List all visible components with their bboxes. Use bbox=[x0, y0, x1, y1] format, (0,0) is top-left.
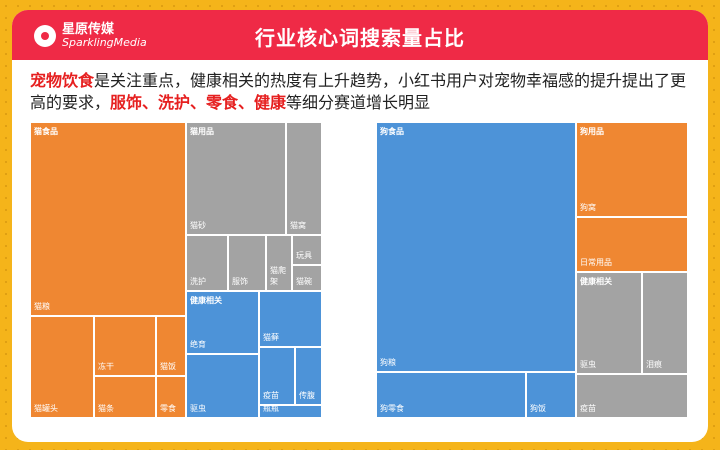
cat-health-chuanfu-label: 传腹 bbox=[299, 391, 315, 400]
cat-goods-wo-cell: 猫窝 bbox=[286, 122, 322, 235]
cat-food-donggan-label: 冻干 bbox=[98, 362, 114, 371]
dog-goods-wo-cell: 狗用品 狗窝 bbox=[576, 122, 688, 217]
dog-food-liang-label: 狗粮 bbox=[380, 358, 396, 367]
cat-health-quchong-label: 驱虫 bbox=[190, 404, 206, 413]
cat-food-lingshi-cell: 零食 bbox=[156, 376, 186, 418]
dog-health-yimiao-cell: 疫苗 bbox=[576, 374, 688, 418]
cat-goods-wo-label: 猫窝 bbox=[290, 221, 306, 230]
cat-goods-sha-label: 猫砂 bbox=[190, 221, 206, 230]
cat-goods-wan-label: 猫碗 bbox=[296, 277, 312, 286]
dog-health-quchong-cell: 健康相关 驱虫 bbox=[576, 272, 642, 374]
description-text-2: 等细分赛道增长明显 bbox=[286, 93, 431, 112]
cat-treemap: 猫食品 猫粮 猫罐头 冻干 猫条 猫饭 零食 猫用品 猫砂 bbox=[30, 122, 322, 418]
cat-food-fan-label: 猫饭 bbox=[160, 362, 176, 371]
cat-goods-wanju-label: 玩具 bbox=[296, 251, 312, 260]
cat-goods-xihu-label: 洗护 bbox=[190, 277, 206, 286]
cat-goods-xihu-cell: 洗护 bbox=[186, 235, 228, 291]
cat-health-pingping-cell: 瓶瓶 bbox=[259, 405, 322, 418]
brand-name-cn: 星原传媒 bbox=[62, 22, 115, 38]
logo-icon bbox=[34, 25, 56, 47]
cat-goods-fushi-label: 服饰 bbox=[232, 277, 248, 286]
cat-food-lingshi-label: 零食 bbox=[160, 404, 176, 413]
dog-food-lingshi-cell: 狗零食 bbox=[376, 372, 526, 418]
cat-health-jueyu-label: 绝育 bbox=[190, 340, 206, 349]
cat-health-xuan-cell: 猫藓 bbox=[259, 291, 322, 347]
cat-food-tiao-label: 猫条 bbox=[98, 404, 114, 413]
cat-goods-label: 猫用品 bbox=[190, 127, 214, 136]
cat-health-jueyu-cell: 健康相关 绝育 bbox=[186, 291, 259, 354]
cat-food-donggan-cell: 冻干 bbox=[94, 316, 156, 376]
dog-health-label: 健康相关 bbox=[580, 277, 612, 286]
cat-food-tiao-cell: 猫条 bbox=[94, 376, 156, 418]
dog-health-leihen-cell: 泪痕 bbox=[642, 272, 688, 374]
cat-goods-wanju-cell: 玩具 bbox=[292, 235, 322, 265]
cat-goods-fushi-cell: 服饰 bbox=[228, 235, 266, 291]
dog-food-lingshi-label: 狗零食 bbox=[380, 404, 404, 413]
page-title: 行业核心词搜索量占比 bbox=[255, 26, 465, 50]
cat-health-label: 健康相关 bbox=[190, 296, 222, 305]
cat-goods-pajia-cell: 猫爬架 bbox=[266, 235, 292, 291]
highlight-segments: 服饰、洗护、零食、健康 bbox=[110, 93, 287, 112]
cat-food-guantou-cell: 猫罐头 bbox=[30, 316, 94, 418]
cat-food-guantou-label: 猫罐头 bbox=[34, 404, 58, 413]
cat-health-pingping-label: 瓶瓶 bbox=[263, 405, 279, 413]
dog-food-fan-cell: 狗饭 bbox=[526, 372, 576, 418]
dog-food-fan-label: 狗饭 bbox=[530, 404, 546, 413]
cat-health-yimiao-cell: 疫苗 bbox=[259, 347, 295, 405]
dog-treemap: 狗食品 狗粮 狗零食 狗饭 狗用品 狗窝 日常用品 健康相关 驱虫 泪痕 bbox=[376, 122, 688, 418]
cat-health-chuanfu-cell: 传腹 bbox=[295, 347, 322, 405]
logo-text: 星原传媒 SparklingMedia bbox=[62, 23, 147, 48]
cat-goods-wan-cell: 猫碗 bbox=[292, 265, 322, 291]
cat-food-liang-label: 猫粮 bbox=[34, 302, 50, 311]
description-text-1: 是关注重点，健康相关的热度有上升趋势，小红书用户对宠物幸福感的提升提出了更高的要… bbox=[30, 71, 687, 112]
content-card: 星原传媒 SparklingMedia 行业核心词搜索量占比 宠物饮食是关注重点… bbox=[12, 10, 708, 442]
cat-goods-sha-cell: 猫用品 猫砂 bbox=[186, 122, 286, 235]
description: 宠物饮食是关注重点，健康相关的热度有上升趋势，小红书用户对宠物幸福感的提升提出了… bbox=[30, 70, 690, 114]
dog-goods-daily-label: 日常用品 bbox=[580, 258, 612, 267]
cat-food-fan-cell: 猫饭 bbox=[156, 316, 186, 376]
cat-goods-pajia-label: 猫爬架 bbox=[270, 266, 286, 286]
dog-goods-wo-label: 狗窝 bbox=[580, 203, 596, 212]
brand-logo: 星原传媒 SparklingMedia bbox=[34, 20, 147, 52]
dog-goods-label: 狗用品 bbox=[580, 127, 604, 136]
cat-health-xuan-label: 猫藓 bbox=[263, 333, 279, 342]
header-bar: 星原传媒 SparklingMedia 行业核心词搜索量占比 bbox=[12, 10, 708, 60]
cat-food-label: 猫食品 bbox=[34, 127, 58, 136]
dog-food-liang-cell: 狗食品 狗粮 bbox=[376, 122, 576, 372]
cat-food-liang-cell: 猫食品 猫粮 bbox=[30, 122, 186, 316]
dog-health-leihen-label: 泪痕 bbox=[646, 360, 662, 369]
dog-goods-daily-cell: 日常用品 bbox=[576, 217, 688, 272]
cat-health-quchong-cell: 驱虫 bbox=[186, 354, 259, 418]
dog-health-yimiao-label: 疫苗 bbox=[580, 404, 596, 413]
highlight-diet: 宠物饮食 bbox=[30, 71, 95, 90]
cat-health-yimiao-label: 疫苗 bbox=[263, 391, 279, 400]
dog-health-quchong-label: 驱虫 bbox=[580, 360, 596, 369]
brand-name-en: SparklingMedia bbox=[62, 36, 147, 50]
dog-food-label: 狗食品 bbox=[380, 127, 404, 136]
